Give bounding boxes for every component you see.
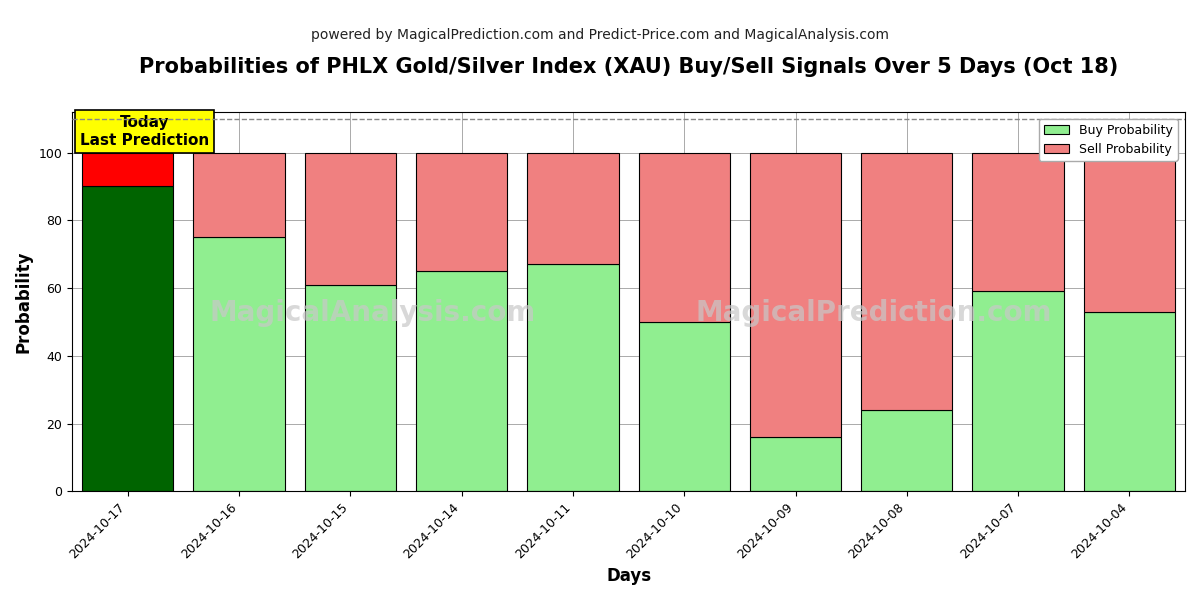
Text: Today
Last Prediction: Today Last Prediction: [80, 115, 209, 148]
Bar: [750, 152, 841, 437]
Text: MagicalAnalysis.com: MagicalAnalysis.com: [210, 299, 535, 327]
Legend: Buy Probability, Sell Probability: Buy Probability, Sell Probability: [1039, 119, 1177, 161]
Bar: [305, 152, 396, 284]
Bar: [1084, 152, 1175, 312]
Bar: [750, 437, 841, 491]
Bar: [82, 187, 174, 491]
Bar: [193, 237, 284, 491]
Bar: [972, 292, 1063, 491]
Bar: [416, 271, 508, 491]
Bar: [416, 152, 508, 271]
Bar: [972, 152, 1063, 292]
X-axis label: Days: Days: [606, 567, 652, 585]
Bar: [527, 152, 618, 265]
Text: MagicalPrediction.com: MagicalPrediction.com: [695, 299, 1051, 327]
Bar: [638, 322, 730, 491]
Y-axis label: Probability: Probability: [16, 250, 34, 353]
Text: powered by MagicalPrediction.com and Predict-Price.com and MagicalAnalysis.com: powered by MagicalPrediction.com and Pre…: [311, 28, 889, 42]
Bar: [527, 265, 618, 491]
Bar: [305, 284, 396, 491]
Bar: [82, 152, 174, 187]
Bar: [1084, 312, 1175, 491]
Bar: [638, 152, 730, 322]
Bar: [862, 410, 953, 491]
Bar: [193, 152, 284, 237]
Title: Probabilities of PHLX Gold/Silver Index (XAU) Buy/Sell Signals Over 5 Days (Oct : Probabilities of PHLX Gold/Silver Index …: [139, 57, 1118, 77]
Bar: [862, 152, 953, 410]
